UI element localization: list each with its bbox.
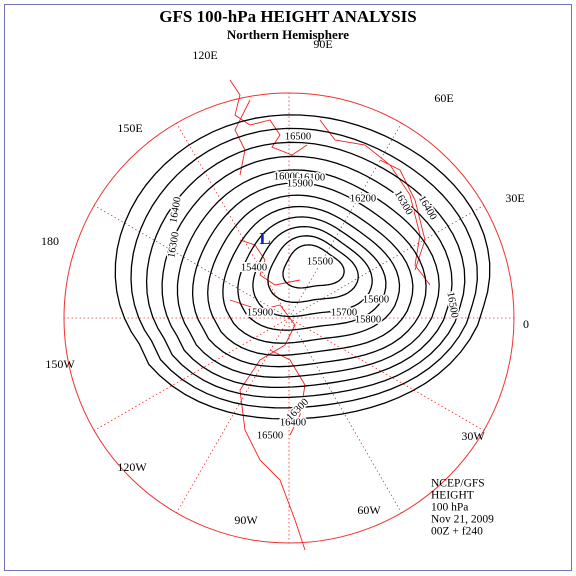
contour-label: 16300 [392,189,415,217]
meridian [288,122,402,319]
frame [4,4,572,571]
info-line: Nov 21, 2009 [431,514,494,526]
contour [161,155,453,389]
longitude-label: 120W [117,460,147,474]
longitude-label: 60W [357,503,381,517]
longitude-label: 180 [41,234,59,248]
meridian [288,317,485,431]
contour [114,114,491,420]
contour-label: 16500 [444,291,459,319]
contour-label: 16100 [299,172,325,183]
contour-label: 16000 [274,171,300,182]
contour-label: 15400 [241,262,267,273]
contour-label: 15900 [287,178,313,189]
longitude-label: 90E [313,37,332,51]
contour [252,225,373,318]
meridian [93,317,290,431]
contour [237,216,387,331]
contour [191,182,427,368]
info-line: NCEP/GFS [431,478,485,490]
contour-label: 15600 [363,294,389,305]
contour [130,127,478,409]
contour [222,205,401,344]
longitude-label: 90W [234,513,258,527]
contour-label: 15500 [307,256,333,267]
meridian [176,317,290,514]
contour-label: 15700 [331,307,357,318]
longitude-label: 60E [434,91,453,105]
contour [207,194,414,356]
contours [114,114,491,420]
map-subtitle: Northern Hemisphere [227,27,349,42]
contour-label: 16200 [350,193,376,204]
contour-label: 15800 [355,314,381,325]
low-marker: L [259,229,270,248]
contour-label: 16400 [168,196,183,224]
info-line: 00Z + f240 [431,526,483,538]
contour-label: 16500 [257,430,283,441]
longitude-label: 30E [505,191,524,205]
info-line: 100 hPa [431,502,468,514]
info-line: HEIGHT [431,490,474,502]
longitude-label: 120E [192,48,217,62]
contour [282,244,345,289]
longitude-label: 0 [523,317,529,331]
meridian [288,317,402,514]
contour-label: 16400 [280,417,306,428]
meridians [64,93,514,543]
meridian [176,122,290,319]
contour-label: 16500 [285,131,311,142]
contour [176,169,440,378]
contour [145,141,466,399]
map-title: GFS 100-hPa HEIGHT ANALYSIS [159,7,416,26]
longitude-label: 30W [461,429,485,443]
longitude-label: 150E [117,121,142,135]
contour [267,235,359,303]
contour-label: 15900 [247,307,273,318]
contour-label: 16300 [166,231,181,259]
longitude-label: 150W [45,357,75,371]
